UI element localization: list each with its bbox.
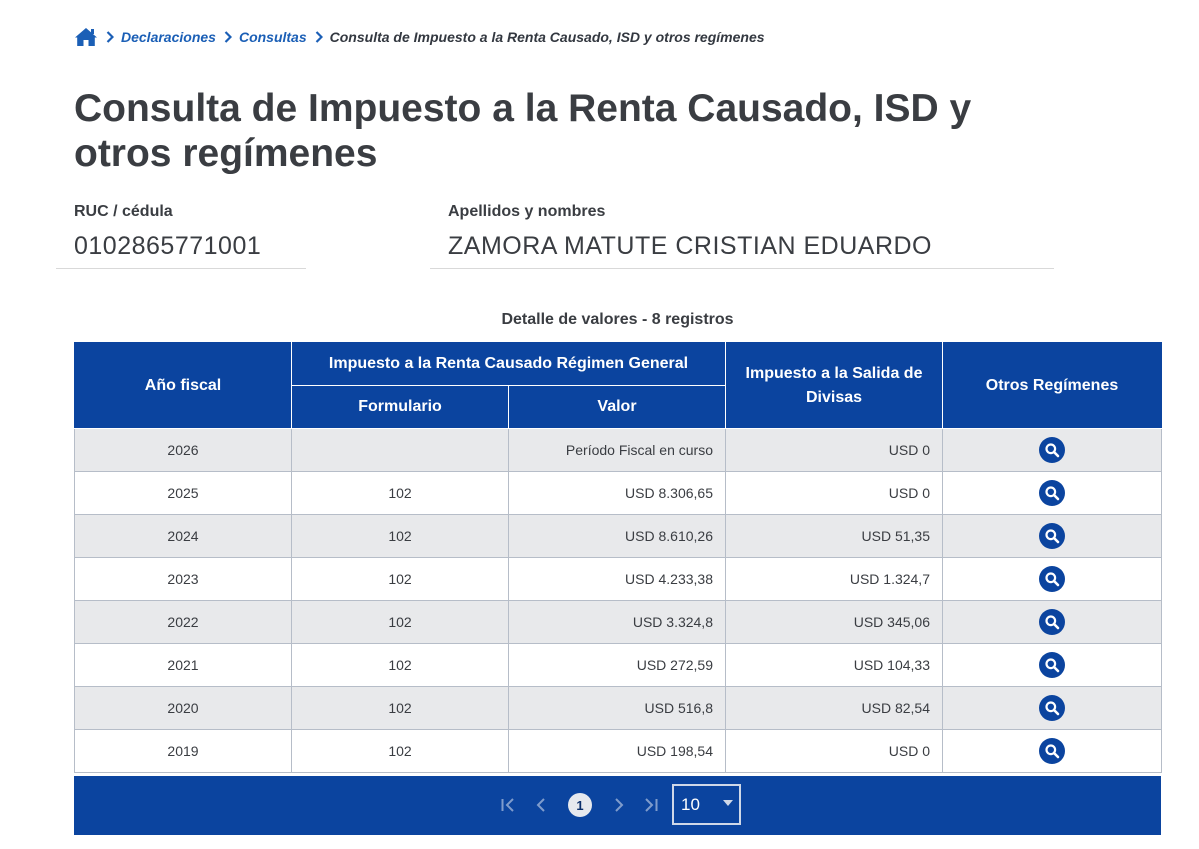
- page-1-button[interactable]: 1: [568, 793, 592, 817]
- next-page-icon[interactable]: [608, 794, 630, 816]
- table-row: 2023 102 USD 4.233,38 USD 1.324,7: [74, 557, 1162, 601]
- cell-valor: USD 516,8: [508, 686, 726, 730]
- prev-page-icon[interactable]: [530, 794, 552, 816]
- table-row: 2026 Período Fiscal en curso USD 0: [74, 428, 1162, 472]
- search-icon[interactable]: [1039, 695, 1065, 721]
- table-row: 2024 102 USD 8.610,26 USD 51,35: [74, 514, 1162, 558]
- chevron-right-icon: [223, 30, 233, 44]
- table-row: 2021 102 USD 272,59 USD 104,33: [74, 643, 1162, 687]
- cell-formulario: [291, 428, 509, 472]
- pagination-bar: 1 10: [74, 776, 1161, 835]
- cell-valor: Período Fiscal en curso: [508, 428, 726, 472]
- ruc-value: 0102865771001: [74, 232, 262, 260]
- cell-isd: USD 0: [725, 428, 943, 472]
- breadcrumb-current: Consulta de Impuesto a la Renta Causado,…: [329, 29, 765, 45]
- cell-isd: USD 345,06: [725, 600, 943, 644]
- page-size-value: 10: [681, 795, 700, 814]
- cell-otros: [942, 428, 1162, 472]
- nombre-field: Apellidos y nombres ZAMORA MATUTE CRISTI…: [430, 202, 1054, 269]
- search-icon[interactable]: [1039, 437, 1065, 463]
- cell-otros: [942, 514, 1162, 558]
- cell-otros: [942, 643, 1162, 687]
- table-row: 2022 102 USD 3.324,8 USD 345,06: [74, 600, 1162, 644]
- table-row: 2019 102 USD 198,54 USD 0: [74, 729, 1162, 773]
- cell-formulario: 102: [291, 471, 509, 515]
- cell-valor: USD 272,59: [508, 643, 726, 687]
- table-row: 2025 102 USD 8.306,65 USD 0: [74, 471, 1162, 515]
- cell-otros: [942, 686, 1162, 730]
- header-formulario: Formulario: [291, 385, 509, 429]
- cell-valor: USD 198,54: [508, 729, 726, 773]
- cell-formulario: 102: [291, 514, 509, 558]
- cell-otros: [942, 729, 1162, 773]
- ruc-underline: [56, 268, 306, 269]
- cell-isd: USD 104,33: [725, 643, 943, 687]
- cell-anio: 2023: [74, 557, 292, 601]
- cell-anio: 2022: [74, 600, 292, 644]
- breadcrumb: Declaraciones Consultas Consulta de Impu…: [74, 26, 765, 48]
- cell-otros: [942, 600, 1162, 644]
- cell-otros: [942, 471, 1162, 515]
- search-icon[interactable]: [1039, 523, 1065, 549]
- search-icon[interactable]: [1039, 480, 1065, 506]
- home-icon[interactable]: [74, 27, 98, 47]
- cell-otros: [942, 557, 1162, 601]
- cell-anio: 2021: [74, 643, 292, 687]
- table-row: 2020 102 USD 516,8 USD 82,54: [74, 686, 1162, 730]
- cell-anio: 2024: [74, 514, 292, 558]
- page-title: Consulta de Impuesto a la Renta Causado,…: [74, 87, 972, 175]
- cell-formulario: 102: [291, 557, 509, 601]
- cell-isd: USD 1.324,7: [725, 557, 943, 601]
- search-icon[interactable]: [1039, 738, 1065, 764]
- search-icon[interactable]: [1039, 609, 1065, 635]
- header-renta-group: Impuesto a la Renta Causado Régimen Gene…: [291, 342, 726, 386]
- cell-isd: USD 82,54: [725, 686, 943, 730]
- cell-anio: 2020: [74, 686, 292, 730]
- nombre-underline: [430, 268, 1054, 269]
- nombre-label: Apellidos y nombres: [448, 203, 606, 220]
- breadcrumb-link-declaraciones[interactable]: Declaraciones: [121, 29, 216, 45]
- cell-anio: 2025: [74, 471, 292, 515]
- cell-formulario: 102: [291, 729, 509, 773]
- cell-isd: USD 0: [725, 729, 943, 773]
- cell-anio: 2019: [74, 729, 292, 773]
- cell-valor: USD 8.306,65: [508, 471, 726, 515]
- cell-isd: USD 51,35: [725, 514, 943, 558]
- chevron-right-icon: [314, 30, 324, 44]
- header-otros-regimenes: Otros Regímenes: [942, 342, 1162, 429]
- header-valor: Valor: [508, 385, 726, 429]
- first-page-icon[interactable]: [498, 794, 520, 816]
- breadcrumb-link-consultas[interactable]: Consultas: [238, 29, 307, 45]
- cell-formulario: 102: [291, 600, 509, 644]
- table-caption: Detalle de valores - 8 registros: [501, 311, 734, 328]
- last-page-icon[interactable]: [639, 794, 661, 816]
- ruc-field: RUC / cédula 0102865771001: [56, 202, 306, 269]
- dropdown-arrow-icon: [723, 793, 733, 811]
- values-table: Año fiscal Impuesto a la Renta Causado R…: [74, 342, 1162, 773]
- cell-formulario: 102: [291, 643, 509, 687]
- nombre-value: ZAMORA MATUTE CRISTIAN EDUARDO: [448, 232, 933, 260]
- search-icon[interactable]: [1039, 566, 1065, 592]
- cell-valor: USD 8.610,26: [508, 514, 726, 558]
- header-anio-fiscal: Año fiscal: [74, 342, 292, 429]
- cell-isd: USD 0: [725, 471, 943, 515]
- cell-valor: USD 3.324,8: [508, 600, 726, 644]
- search-icon[interactable]: [1039, 652, 1065, 678]
- cell-valor: USD 4.233,38: [508, 557, 726, 601]
- cell-formulario: 102: [291, 686, 509, 730]
- cell-anio: 2026: [74, 428, 292, 472]
- ruc-label: RUC / cédula: [74, 203, 173, 220]
- header-isd: Impuesto a la Salida de Divisas: [725, 342, 943, 429]
- page-size-select[interactable]: 10: [672, 784, 741, 825]
- chevron-right-icon: [105, 30, 115, 44]
